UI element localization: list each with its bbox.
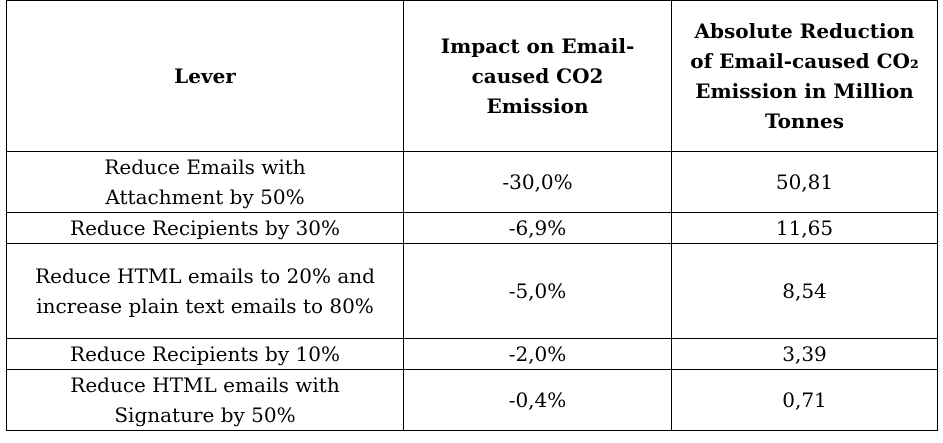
lever-text: Reduce HTML emails to 20% and increase p… bbox=[35, 264, 375, 318]
impact-value: -30,0% bbox=[502, 170, 573, 194]
impact-cell: -2,0% bbox=[403, 338, 672, 370]
table-row: Reduce Recipients by 30% -6,9% 11,65 bbox=[6, 212, 938, 244]
impact-value: -0,4% bbox=[508, 388, 567, 412]
header-lever: Lever bbox=[6, 0, 404, 152]
absolute-value: 0,71 bbox=[782, 388, 827, 412]
lever-cell: Reduce Recipients by 10% bbox=[6, 338, 404, 370]
lever-text: Reduce Recipients by 10% bbox=[70, 342, 340, 366]
absolute-cell: 0,71 bbox=[671, 369, 938, 431]
header-lever-label: Lever bbox=[174, 64, 236, 88]
absolute-value: 3,39 bbox=[782, 342, 827, 366]
absolute-cell: 3,39 bbox=[671, 338, 938, 370]
absolute-value: 50,81 bbox=[775, 170, 834, 194]
header-absolute: Absolute Reduction of Email-caused CO₂ E… bbox=[671, 0, 938, 152]
lever-text: Reduce HTML emails with Signature by 50% bbox=[70, 373, 340, 427]
header-impact: Impact on Email-caused CO2 Emission bbox=[403, 0, 672, 152]
header-absolute-label: Absolute Reduction of Email-caused CO₂ E… bbox=[690, 19, 919, 133]
impact-cell: -30,0% bbox=[403, 151, 672, 213]
lever-cell: Reduce Emails with Attachment by 50% bbox=[6, 151, 404, 213]
co2-reduction-table: Lever Impact on Email-caused CO2 Emissio… bbox=[6, 0, 938, 431]
table-row: Reduce HTML emails with Signature by 50%… bbox=[6, 369, 938, 431]
absolute-cell: 50,81 bbox=[671, 151, 938, 213]
impact-cell: -5,0% bbox=[403, 243, 672, 339]
lever-cell: Reduce Recipients by 30% bbox=[6, 212, 404, 244]
table-row: Reduce HTML emails to 20% and increase p… bbox=[6, 243, 938, 339]
header-impact-label: Impact on Email-caused CO2 Emission bbox=[440, 34, 635, 118]
lever-text: Reduce Emails with Attachment by 50% bbox=[104, 155, 306, 209]
lever-cell: Reduce HTML emails with Signature by 50% bbox=[6, 369, 404, 431]
absolute-value: 11,65 bbox=[775, 216, 834, 240]
impact-cell: -6,9% bbox=[403, 212, 672, 244]
header-row: Lever Impact on Email-caused CO2 Emissio… bbox=[6, 0, 938, 152]
lever-text: Reduce Recipients by 30% bbox=[70, 216, 340, 240]
lever-cell: Reduce HTML emails to 20% and increase p… bbox=[6, 243, 404, 339]
impact-value: -2,0% bbox=[508, 342, 567, 366]
impact-value: -5,0% bbox=[508, 279, 567, 303]
impact-value: -6,9% bbox=[508, 216, 567, 240]
absolute-value: 8,54 bbox=[782, 279, 827, 303]
table-row: Reduce Emails with Attachment by 50% -30… bbox=[6, 151, 938, 213]
table-row: Reduce Recipients by 10% -2,0% 3,39 bbox=[6, 338, 938, 370]
impact-cell: -0,4% bbox=[403, 369, 672, 431]
absolute-cell: 8,54 bbox=[671, 243, 938, 339]
absolute-cell: 11,65 bbox=[671, 212, 938, 244]
